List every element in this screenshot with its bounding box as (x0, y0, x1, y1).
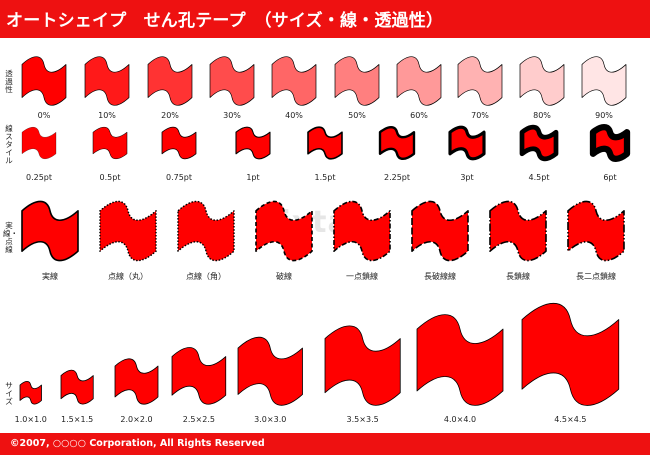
tape-size-4 (237, 336, 303, 406)
caption-dash-4: 一点鎖線 (346, 272, 378, 281)
caption-dash-6: 長鎖線 (506, 272, 530, 281)
tape-line-width-0 (21, 127, 57, 159)
footer-bar: ©2007, ○○○○ Corporation, All Rights Rese… (0, 433, 650, 455)
caption-line-width-0: 0.25pt (25, 173, 53, 182)
tape-transparency-9 (581, 56, 627, 106)
caption-dash-2: 点線（角） (186, 272, 226, 281)
tape-size-6 (416, 314, 504, 406)
caption-transparency-1: 10% (98, 111, 116, 120)
tape-dash-long-dash-dot (489, 200, 547, 262)
tape-line-width-7 (519, 124, 559, 162)
caption-transparency-8: 80% (533, 111, 551, 120)
tape-transparency-0 (21, 56, 67, 106)
tape-line-width-1 (92, 126, 128, 160)
caption-transparency-3: 30% (223, 111, 241, 120)
tape-transparency-3 (209, 56, 255, 106)
caption-size-6: 4.0×4.0 (443, 415, 477, 424)
caption-transparency-0: 0% (37, 111, 51, 120)
tape-line-width-3 (235, 126, 271, 160)
tape-line-width-8 (589, 124, 631, 162)
caption-transparency-9: 90% (595, 111, 613, 120)
caption-line-width-1: 0.5pt (99, 173, 121, 182)
tape-dash-round-dot (99, 200, 157, 262)
tape-size-1 (60, 369, 94, 405)
tape-line-width-4 (307, 126, 343, 160)
caption-dash-1: 点線（丸） (108, 272, 148, 281)
caption-line-width-4: 1.5pt (314, 173, 336, 182)
caption-dash-5: 長破線線 (424, 272, 456, 281)
tape-dash-square-dot (177, 200, 235, 262)
tape-transparency-2 (147, 56, 193, 106)
row-label-transparency: 透過性 (5, 69, 13, 94)
tape-dash-long-dash-dot-dot (567, 200, 625, 262)
row-label-line-style: 線スタイル (5, 124, 13, 165)
caption-transparency-6: 60% (410, 111, 428, 120)
tape-transparency-7 (457, 56, 503, 106)
caption-size-7: 4.5×4.5 (554, 415, 587, 424)
tape-dash-dash (255, 200, 313, 262)
caption-transparency-4: 40% (285, 111, 303, 120)
caption-transparency-2: 20% (161, 111, 179, 120)
tape-transparency-6 (396, 56, 442, 106)
tape-line-width-5 (378, 125, 416, 161)
caption-size-3: 2.5×2.5 (182, 415, 215, 424)
caption-size-5: 3.5×3.5 (346, 415, 379, 424)
caption-line-width-3: 1pt (246, 173, 260, 182)
caption-size-4: 3.0×3.0 (254, 415, 287, 424)
page-title: オートシェイプ せん孔テープ （サイズ・線・透過性） (6, 11, 444, 31)
caption-size-0: 1.0×1.0 (14, 415, 47, 424)
tape-size-0 (19, 380, 42, 404)
copyright-text: ©2007, ○○○○ Corporation, All Rights Rese… (10, 438, 265, 449)
tape-size-2 (114, 358, 159, 405)
caption-transparency-7: 70% (471, 111, 489, 120)
tape-dash-solid (21, 200, 79, 262)
caption-line-width-6: 3pt (460, 173, 474, 182)
tape-transparency-1 (84, 56, 130, 106)
caption-size-1: 1.5×1.5 (61, 415, 94, 424)
tape-size-5 (324, 325, 401, 406)
tape-transparency-4 (271, 56, 317, 106)
caption-dash-0: 実線 (42, 272, 58, 281)
tape-size-3 (171, 347, 227, 405)
caption-line-width-5: 2.25pt (383, 173, 411, 182)
caption-line-width-8: 6pt (603, 173, 617, 182)
row-label-dash: 実線・点線 (3, 221, 18, 254)
caption-size-2: 2.0×2.0 (120, 415, 153, 424)
tape-dash-dash-dot (333, 200, 391, 262)
row-label-size: サイズ (5, 381, 13, 406)
caption-line-width-7: 4.5pt (528, 173, 550, 182)
caption-line-width-2: 0.75pt (165, 173, 193, 182)
tape-transparency-5 (334, 56, 380, 106)
tape-size-7 (521, 303, 620, 406)
tape-line-width-2 (161, 126, 197, 160)
caption-dash-3: 破線 (276, 272, 292, 281)
tape-dash-long-dash (411, 200, 469, 262)
tape-line-width-6 (448, 125, 486, 161)
caption-transparency-5: 50% (348, 111, 366, 120)
caption-dash-7: 長二点鎖線 (576, 272, 616, 281)
tape-transparency-8 (519, 56, 565, 106)
header-bar: オートシェイプ せん孔テープ （サイズ・線・透過性） (0, 0, 650, 38)
